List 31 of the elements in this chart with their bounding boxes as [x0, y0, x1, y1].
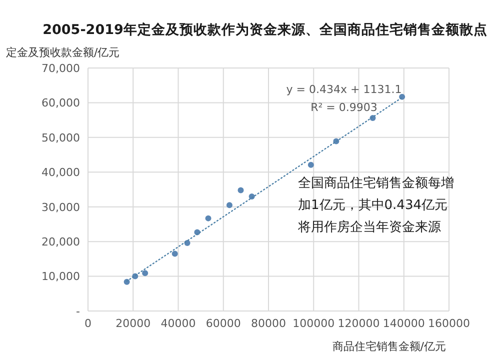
y-tick-label: - [76, 304, 80, 318]
y-tick-label: 40,000 [42, 166, 80, 180]
annotation: 全国商品住宅销售金额每增 [298, 175, 454, 191]
x-tick-label: 80000 [251, 316, 286, 330]
annotation: 加1亿元，其中0.434亿元 [298, 198, 448, 213]
x-tick-label: 0 [84, 316, 92, 330]
x-tick-label: 100000 [292, 316, 335, 330]
y-tick-label: 30,000 [42, 200, 80, 214]
y-tick-label: 50,000 [42, 131, 80, 144]
x-tick-label: 60000 [206, 316, 241, 330]
annotation: R² = 0.9903 [310, 101, 378, 114]
x-tick-label: 160000 [428, 316, 470, 330]
y-tick-label: 20,000 [42, 235, 80, 248]
point [142, 270, 148, 276]
y-axis-title: 定金及预收款金额/亿元 [6, 46, 120, 59]
chart-title: 2005-2019年定金及预收款作为资金来源、全国商品住宅销售金额散点 [42, 21, 488, 38]
point [226, 202, 232, 208]
x-tick-label: 140000 [382, 316, 425, 330]
point [308, 162, 314, 168]
y-tick-label: 60,000 [42, 96, 80, 110]
y-tick-label: 10,000 [42, 270, 80, 284]
point [172, 250, 178, 257]
point [205, 215, 212, 222]
annotation: 将用作房企当年资金来源 [297, 219, 441, 235]
x-tick-label: 120000 [338, 316, 380, 330]
x-axis-title: 商品住宅销售金额/亿元 [332, 340, 446, 353]
x-tick-label: 40000 [160, 316, 196, 330]
x-tick-label: 20000 [116, 316, 151, 330]
annotation: y = 0.434x + 1131.1 [286, 83, 402, 96]
y-tick-label: 70,000 [42, 62, 80, 75]
point [238, 187, 244, 194]
